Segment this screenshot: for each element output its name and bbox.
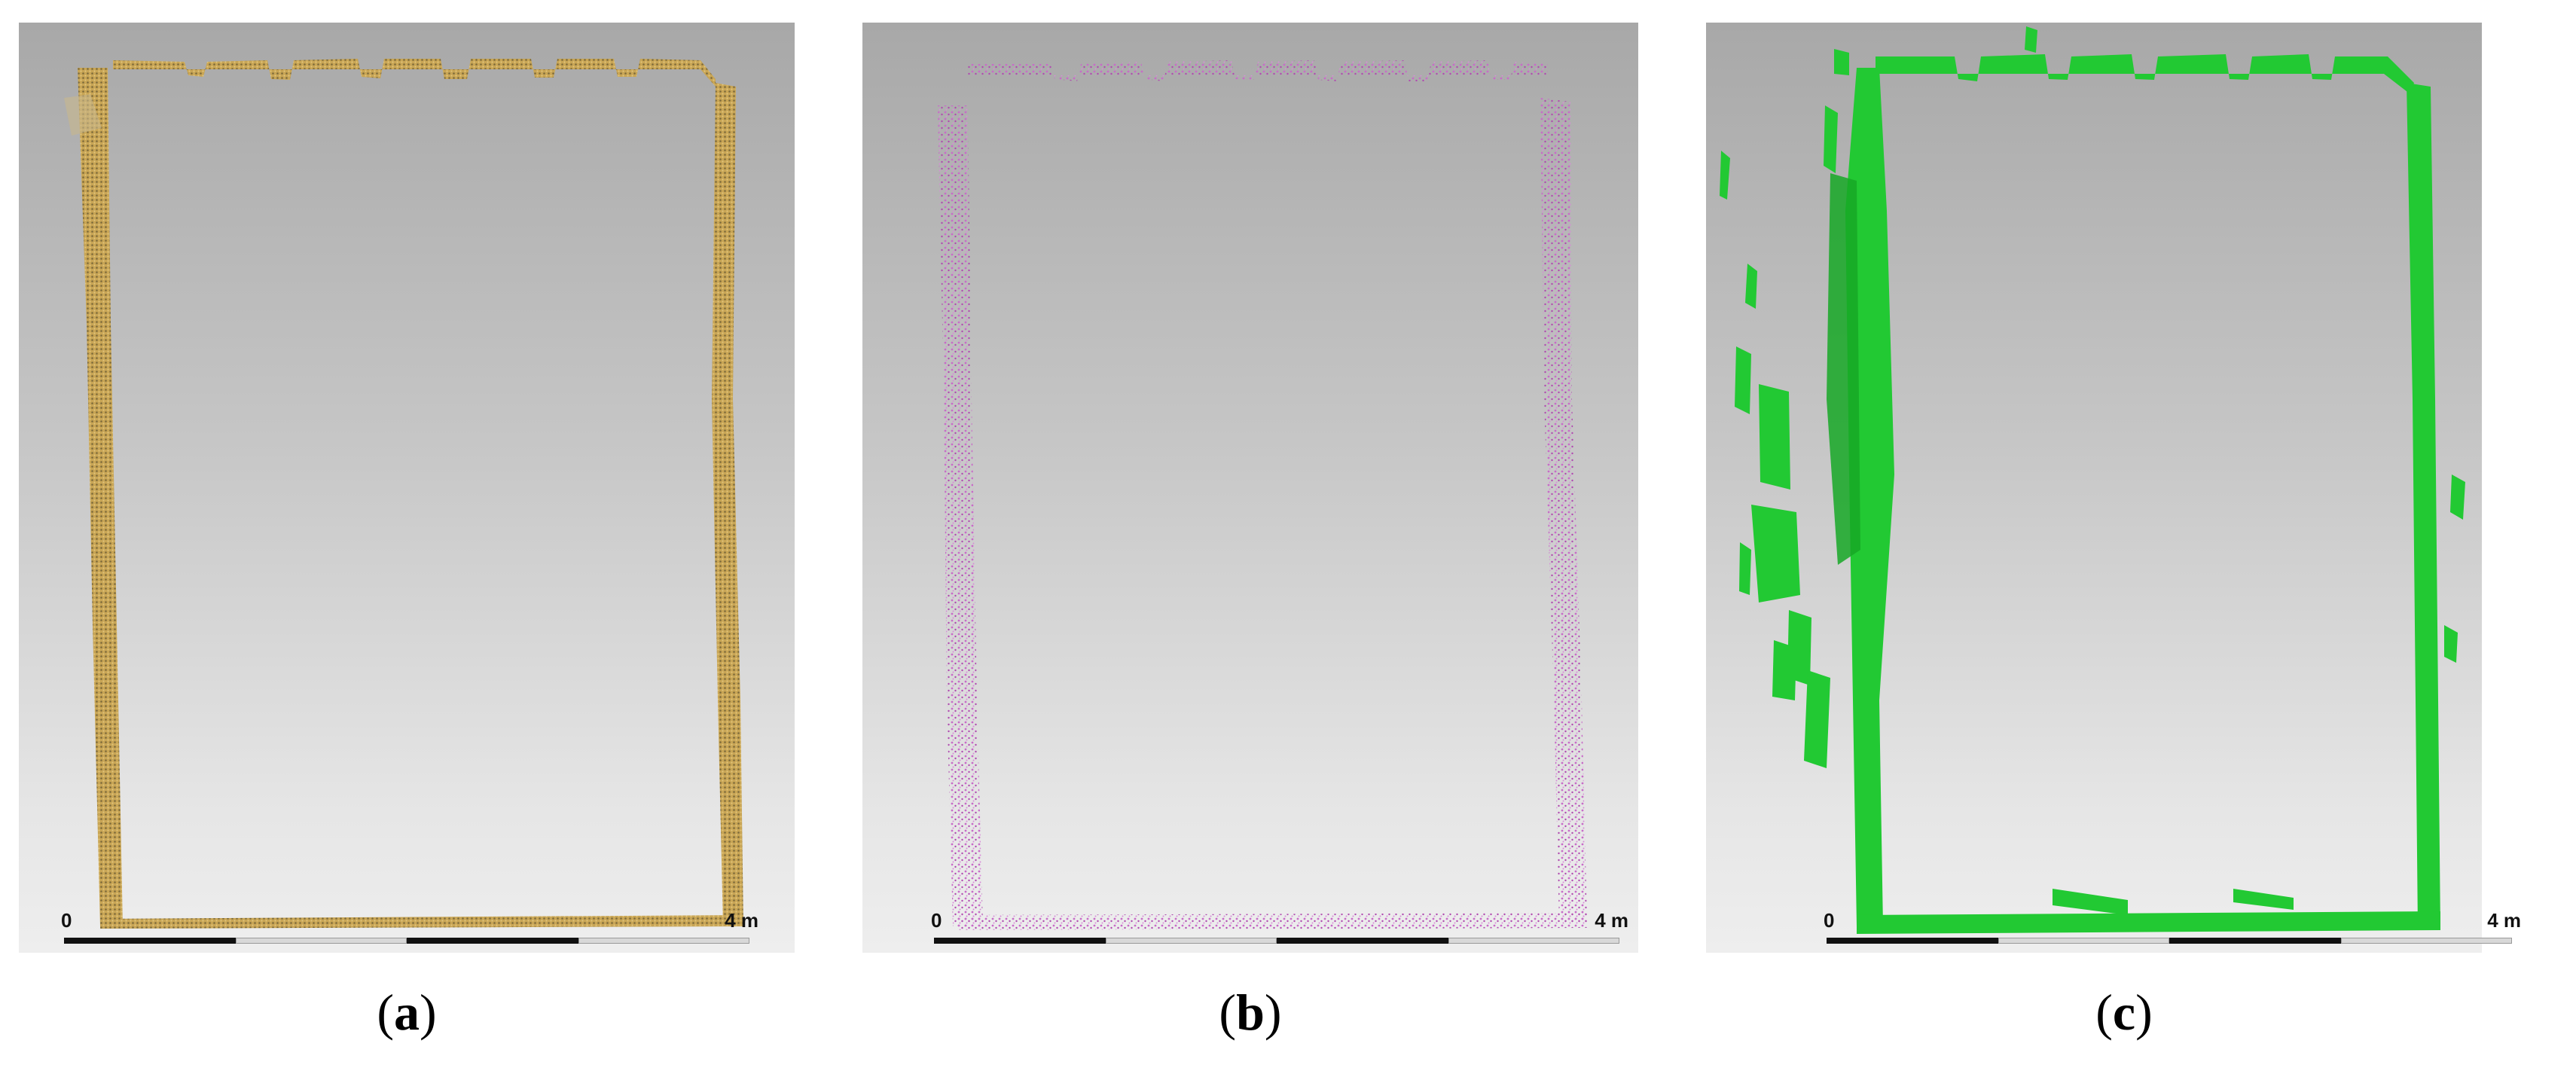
point-cloud-c [1720, 26, 2465, 934]
caption-c: (c) [2095, 984, 2153, 1041]
scale-end-label: 4 m [1595, 909, 1628, 932]
scale-bar: 0 4 m [61, 909, 758, 948]
scale-start-label: 0 [61, 909, 72, 932]
scale-end-label: 4 m [2487, 909, 2521, 932]
scale-start-label: 0 [1824, 909, 1835, 932]
caption-b: (b) [1219, 984, 1282, 1041]
scale-bar: 0 4 m [931, 909, 1628, 948]
scale-start-label: 0 [931, 909, 942, 932]
scale-bar: 0 4 m [1824, 909, 2521, 948]
scale-end-label: 4 m [725, 909, 758, 932]
panel-c: 0 4 m [1706, 23, 2521, 953]
point-cloud-a [64, 59, 743, 929]
caption-a: (a) [377, 984, 437, 1041]
point-cloud-b [938, 60, 1587, 930]
panel-a: 0 4 m [19, 23, 795, 953]
panel-b: 0 4 m [862, 23, 1638, 953]
